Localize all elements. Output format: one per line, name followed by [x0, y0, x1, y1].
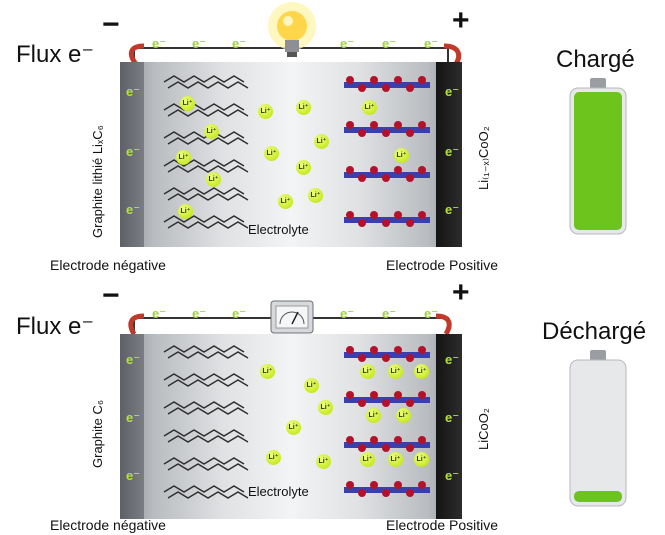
li-ion: Li⁺: [296, 160, 311, 175]
li-ion: Li⁺: [266, 450, 281, 465]
plus-sign: +: [452, 4, 470, 37]
positive-material-label: LiCoO₂: [476, 408, 491, 450]
wire-electron: e⁻: [382, 36, 397, 51]
li-ion: Li⁺: [388, 452, 403, 467]
electrolyte-label: Electrolyte: [248, 484, 309, 499]
graphite-layers: [163, 75, 249, 229]
electrode-electron: e⁻: [126, 84, 141, 99]
arrow-right-icon: [435, 313, 452, 336]
electrode-electron: e⁻: [445, 144, 460, 159]
graphite-layers: [163, 345, 249, 499]
li-ion: Li⁺: [396, 408, 411, 423]
electrode-electron: e⁻: [126, 352, 141, 367]
li-ion: Li⁺: [180, 96, 195, 111]
electrode-electron: e⁻: [126, 468, 141, 483]
wire-electron: e⁻: [152, 306, 167, 321]
li-ion: Li⁺: [414, 364, 429, 379]
flux-label: Flux e⁻: [16, 41, 95, 68]
li-ion: Li⁺: [296, 100, 311, 115]
electrolyte-label: Electrolyte: [248, 222, 309, 237]
wire-electron: e⁻: [232, 306, 247, 321]
li-ion: Li⁺: [176, 150, 191, 165]
arrow-left-icon: [128, 43, 145, 66]
negative-electrode-plate: [120, 62, 144, 247]
positive-electrode-plate: [436, 334, 462, 519]
positive-electrode-plate: [436, 62, 462, 247]
wire-electron: e⁻: [232, 36, 247, 51]
li-ion: Li⁺: [178, 204, 193, 219]
li-ion: Li⁺: [314, 134, 329, 149]
electrode-electron: e⁻: [445, 468, 460, 483]
li-ion: Li⁺: [286, 420, 301, 435]
li-ion: Li⁺: [316, 454, 331, 469]
li-ion: Li⁺: [360, 452, 375, 467]
wire-electron: e⁻: [424, 306, 439, 321]
arrow-left-icon: [128, 313, 145, 336]
flux-label: Flux e⁻: [16, 313, 95, 340]
positive-electrode-label: Electrode Positive: [386, 257, 499, 273]
wire-electron: e⁻: [192, 36, 207, 51]
electrode-electron: e⁻: [445, 202, 460, 217]
li-ion: Li⁺: [278, 194, 293, 209]
negative-electrode-plate: [120, 334, 144, 519]
wire-electron: e⁻: [424, 36, 439, 51]
li-ion: Li⁺: [414, 452, 429, 467]
li-ion: Li⁺: [318, 400, 333, 415]
lightbulb-icon: [268, 2, 316, 57]
negative-electrode-label: Electrode négative: [50, 257, 166, 273]
cobalt-oxide-layers: [344, 76, 430, 227]
li-ion: Li⁺: [366, 408, 381, 423]
electrode-electron: e⁻: [445, 410, 460, 425]
positive-electrode-label: Electrode Positive: [386, 517, 499, 533]
li-ion: Li⁺: [264, 146, 279, 161]
plus-sign: +: [452, 276, 470, 309]
li-ion: Li⁺: [362, 100, 377, 115]
negative-material-label: Graphite C₆: [90, 399, 105, 468]
negative-electrode-label: Electrode négative: [50, 517, 166, 533]
li-ion: Li⁺: [388, 364, 403, 379]
electrode-electron: e⁻: [445, 352, 460, 367]
wire-electron: e⁻: [340, 36, 355, 51]
wire-electron: e⁻: [192, 306, 207, 321]
li-ion: Li⁺: [204, 124, 219, 139]
state-label-discharged: Déchargé: [542, 318, 647, 345]
state-label-charged: Chargé: [556, 46, 635, 73]
minus-sign: −: [102, 8, 120, 41]
positive-material-label: Li₍₁₋ₓ₎CoO₂: [476, 126, 491, 190]
cell-charged: e⁻ e⁻ e⁻ e⁻ e⁻ e⁻ Li⁺ Li⁺ Li⁺ Li⁺ Li⁺ Li…: [120, 62, 462, 247]
battery-full-icon: [569, 78, 627, 235]
li-ion: Li⁺: [206, 172, 221, 187]
arrow-right-icon: [443, 43, 462, 66]
electrode-electron: e⁻: [126, 144, 141, 159]
cell-discharged: e⁻ e⁻ e⁻ e⁻ e⁻ e⁻ Li⁺ Li⁺ Li⁺ Li⁺ Li⁺ Li…: [120, 334, 462, 519]
wire-electron: e⁻: [382, 306, 397, 321]
cobalt-oxide-layers: [344, 346, 430, 497]
minus-sign: −: [102, 279, 120, 312]
electrode-electron: e⁻: [126, 202, 141, 217]
li-ion: Li⁺: [258, 104, 273, 119]
li-ion: Li⁺: [308, 188, 323, 203]
li-ion: Li⁺: [394, 148, 409, 163]
li-ion: Li⁺: [260, 364, 275, 379]
electrode-electron: e⁻: [445, 84, 460, 99]
negative-material-label: Graphite lithié LiₓC₆: [90, 125, 105, 238]
electrode-electron: e⁻: [126, 410, 141, 425]
li-ion: Li⁺: [360, 364, 375, 379]
meter-icon: [270, 300, 314, 334]
wire-electron: e⁻: [152, 36, 167, 51]
wire-electron: e⁻: [340, 306, 355, 321]
battery-empty-icon: [569, 350, 627, 507]
li-ion: Li⁺: [304, 378, 319, 393]
